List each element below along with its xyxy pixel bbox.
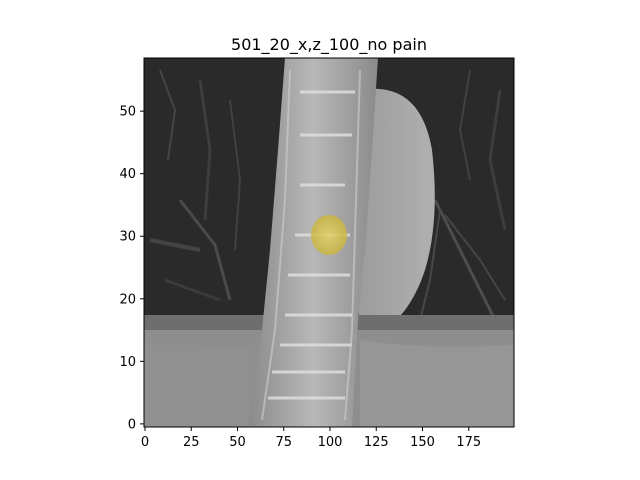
segmentation-overlay [311, 215, 347, 255]
x-tick-label: 125 [364, 435, 389, 450]
y-tick-label: 30 [119, 230, 136, 245]
lung-texture-left [149, 69, 242, 302]
x-tick-label: 175 [456, 435, 481, 450]
x-tick-label: 150 [410, 435, 435, 450]
vertebral-endplates [268, 90, 355, 400]
x-tick-label: 25 [183, 435, 200, 450]
x-tick-label: 50 [229, 435, 246, 450]
spine-edges [261, 69, 361, 421]
figure-title: 501_20_x,z_100_no pain [231, 35, 427, 55]
x-tick-label: 100 [318, 435, 343, 450]
y-tick-label: 50 [119, 105, 136, 120]
x-tick-label: 75 [275, 435, 292, 450]
y-tick-label: 10 [119, 355, 136, 370]
lung-texture-right [419, 69, 507, 321]
y-tick-label: 20 [119, 292, 136, 307]
y-axis-ticks: 0 10 20 30 40 50 [119, 105, 144, 432]
axes-frame [143, 57, 515, 428]
x-tick-label: 0 [141, 435, 149, 450]
ct-image [144, 58, 514, 427]
y-tick-label: 0 [128, 417, 136, 432]
y-tick-label: 40 [119, 167, 136, 182]
x-axis-ticks: 0 25 50 75 100 125 150 175 [141, 427, 481, 450]
